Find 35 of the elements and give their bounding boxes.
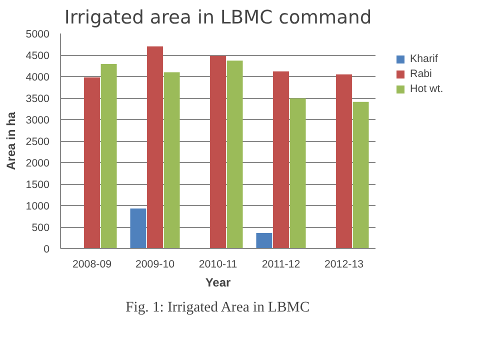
y-axis-title: Area in ha bbox=[4, 112, 18, 170]
bar bbox=[290, 98, 306, 248]
y-tick-label: 2500 bbox=[26, 136, 50, 148]
y-tick-label: 1000 bbox=[26, 200, 50, 212]
legend-label: Kharif bbox=[410, 53, 438, 65]
x-tick-label: 2010-11 bbox=[198, 258, 238, 270]
y-tick-label: 3500 bbox=[26, 93, 50, 105]
y-tick-label: 3000 bbox=[26, 114, 50, 126]
x-tick-label: 2012-13 bbox=[324, 258, 364, 270]
bar bbox=[210, 56, 226, 248]
y-tick-label: 4000 bbox=[26, 72, 50, 84]
x-axis-title: Year bbox=[205, 276, 232, 290]
y-tick-label: 4500 bbox=[26, 50, 50, 62]
bar bbox=[352, 102, 369, 248]
x-tick-label: 2009-10 bbox=[135, 258, 175, 270]
bar bbox=[130, 208, 146, 248]
caption: Fig. 1: Irrigated Area in LBMC bbox=[126, 300, 310, 316]
legend-label: Hot wt. bbox=[410, 83, 444, 95]
y-tick-label: 5000 bbox=[26, 28, 50, 40]
bar bbox=[164, 72, 180, 248]
y-tick-label: 2000 bbox=[26, 158, 50, 170]
bar bbox=[256, 233, 272, 248]
bar bbox=[100, 64, 117, 248]
bar bbox=[273, 71, 289, 248]
bar bbox=[147, 46, 163, 248]
y-tick-label: 0 bbox=[44, 244, 50, 256]
y-tick-label: 1500 bbox=[26, 179, 50, 191]
x-tick-label: 2011-12 bbox=[262, 258, 300, 270]
bar bbox=[226, 60, 243, 248]
bar bbox=[84, 77, 100, 248]
bar bbox=[336, 74, 352, 248]
x-tick-label: 2008-09 bbox=[72, 258, 112, 270]
legend-label: Rabi bbox=[410, 68, 432, 80]
y-tick-label: 500 bbox=[32, 222, 50, 234]
chart-title: Irrigated area in LBMC command bbox=[64, 8, 372, 28]
